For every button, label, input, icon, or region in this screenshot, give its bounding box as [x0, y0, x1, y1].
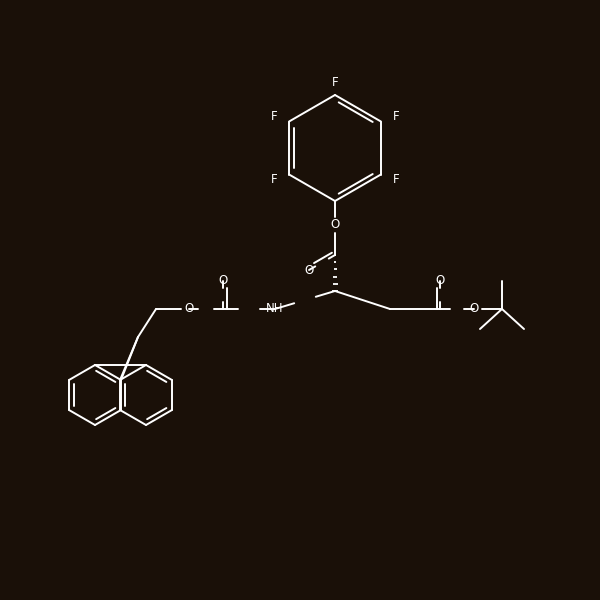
- Text: O: O: [218, 275, 227, 287]
- Text: F: F: [271, 110, 277, 123]
- Text: O: O: [184, 302, 194, 316]
- Text: F: F: [271, 173, 277, 186]
- Text: NH: NH: [266, 302, 284, 316]
- Text: F: F: [392, 173, 399, 186]
- Text: O: O: [304, 263, 314, 277]
- Text: O: O: [436, 275, 445, 287]
- Text: O: O: [469, 302, 479, 316]
- Text: O: O: [331, 218, 340, 232]
- Text: F: F: [392, 110, 399, 123]
- Text: F: F: [332, 76, 338, 88]
